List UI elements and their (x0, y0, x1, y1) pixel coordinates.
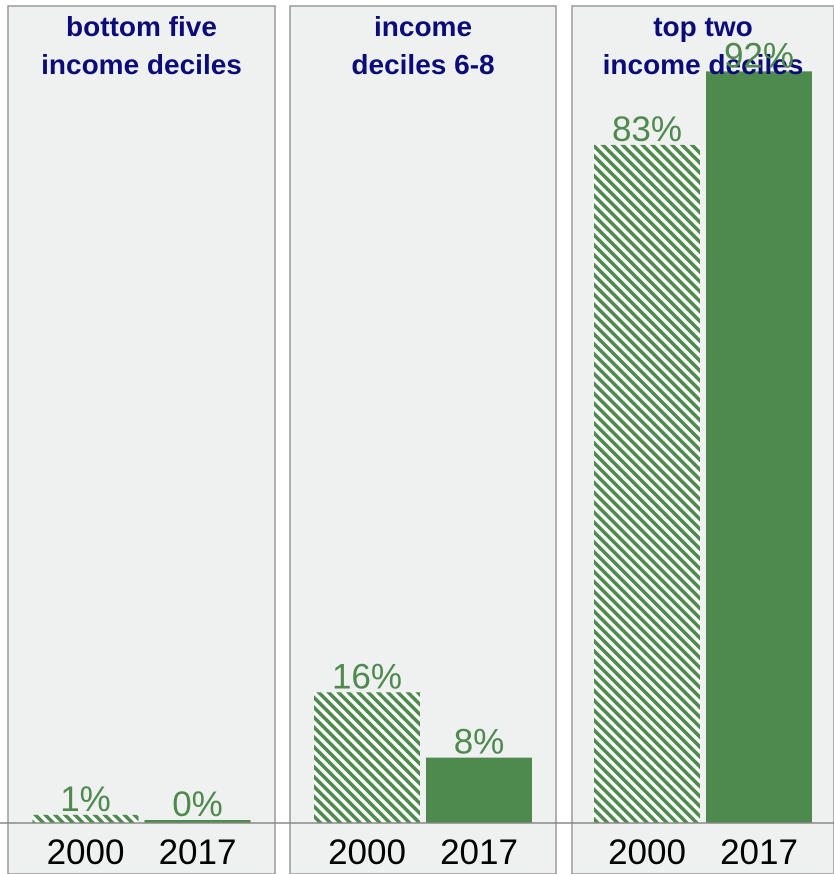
panel-2 (289, 5, 557, 874)
x-tick-label: 2017 (440, 833, 518, 872)
panel-title-line: bottom five (66, 11, 217, 42)
bar-2000 (594, 144, 700, 823)
value-label: 16% (332, 657, 402, 696)
bar-2000 (314, 692, 420, 823)
panel-title-line: top two (653, 11, 753, 42)
x-tick-label: 2000 (47, 833, 125, 872)
bar-2017 (426, 757, 532, 823)
x-tick-label: 2017 (720, 833, 798, 872)
panels-layer (7, 5, 834, 874)
bar-2017 (144, 820, 251, 823)
value-label: 0% (172, 785, 223, 824)
x-tick-label: 2000 (608, 833, 686, 872)
panel-1 (7, 5, 276, 874)
bar-2000 (32, 814, 139, 823)
labels-layer: bottom five income deciles 1% 2000 0% 2017 inc… (41, 11, 803, 872)
panel-background (7, 5, 276, 874)
x-tick-label: 2017 (159, 833, 237, 872)
panel-title-line: deciles 6-8 (351, 49, 494, 80)
value-label: 8% (454, 723, 505, 762)
panel-title-line: income (374, 11, 472, 42)
x-tick-label: 2000 (328, 833, 406, 872)
panel-title-line: income deciles (41, 49, 242, 80)
value-label: 1% (60, 780, 111, 819)
value-label: 92% (724, 36, 794, 75)
value-label: 83% (612, 110, 682, 149)
panel-title-line: income deciles (603, 49, 804, 80)
bar-2017 (706, 71, 812, 824)
panel-3 (571, 5, 834, 874)
